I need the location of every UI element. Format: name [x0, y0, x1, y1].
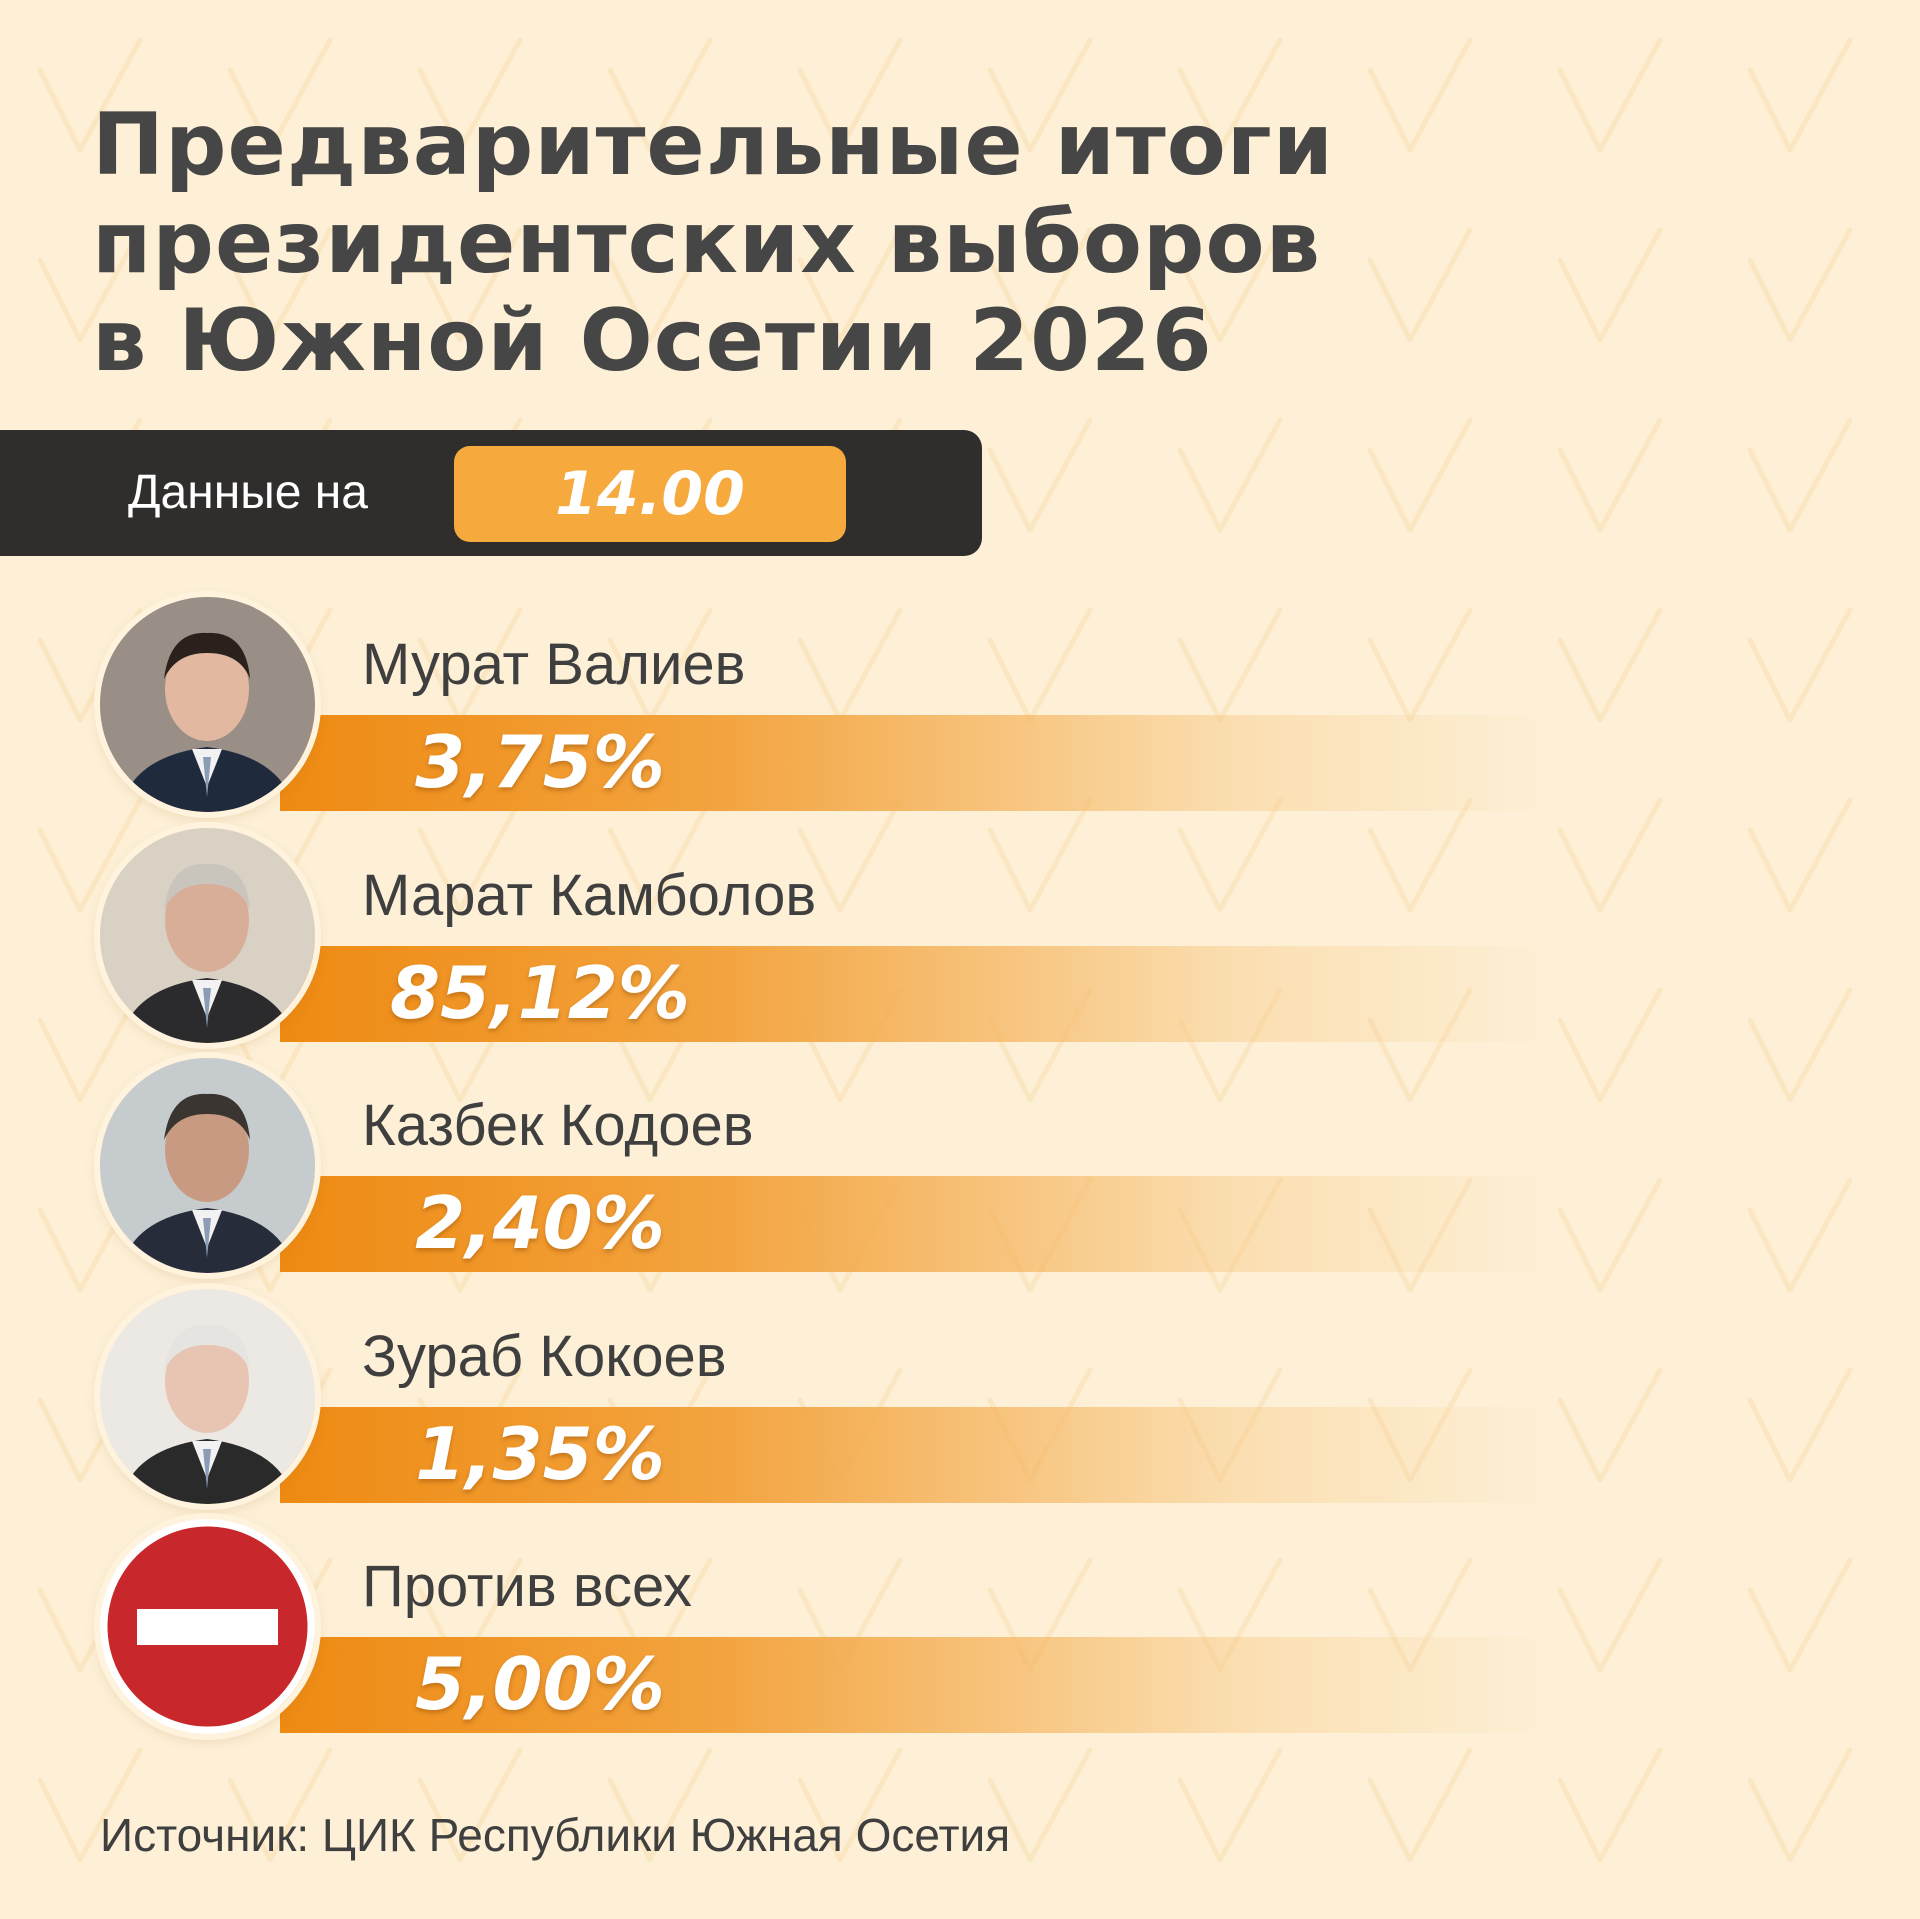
result-bar	[280, 946, 1550, 1042]
candidate-name: Казбек Кодоев	[362, 1093, 754, 1158]
result-percentage: 2,40%	[415, 1181, 665, 1265]
candidate-avatar	[100, 597, 315, 812]
data-timestamp-label: Данные на	[128, 466, 368, 519]
result-row: Зураб Кокоев 1,35%	[100, 1289, 1600, 1504]
result-row: Мурат Валиев 3,75%	[100, 597, 1600, 812]
data-timestamp-value: 14.00	[454, 446, 846, 542]
data-timestamp-bar: Данные на 14.00	[0, 430, 982, 556]
result-percentage: 3,75%	[415, 720, 665, 804]
result-bar	[280, 1637, 1550, 1733]
result-bar	[280, 715, 1550, 811]
result-row: Казбек Кодоев 2,40%	[100, 1058, 1600, 1273]
page-title: Предварительные итоги президентских выбо…	[92, 96, 1334, 390]
result-bar	[280, 1176, 1550, 1272]
candidate-name: Марат Камболов	[362, 863, 817, 928]
result-percentage: 1,35%	[415, 1412, 665, 1496]
candidate-avatar	[100, 1058, 315, 1273]
candidate-name: Зураб Кокоев	[362, 1324, 727, 1389]
candidate-name: Против всех	[362, 1554, 692, 1619]
result-percentage: 5,00%	[415, 1642, 665, 1726]
source-note: Источник: ЦИК Республики Южная Осетия	[100, 1809, 1011, 1861]
result-bar	[280, 1407, 1550, 1503]
result-row: Против всех 5,00%	[100, 1519, 1600, 1734]
result-percentage: 85,12%	[390, 951, 690, 1035]
candidate-name: Мурат Валиев	[362, 632, 746, 697]
candidate-avatar	[100, 828, 315, 1043]
candidate-avatar	[100, 1289, 315, 1504]
title-line-3: в Южной Осетии 2026	[92, 291, 1213, 391]
result-row: Марат Камболов 85,12%	[100, 828, 1600, 1043]
title-line-1: Предварительные итоги	[92, 95, 1334, 195]
title-line-2: президентских выборов	[92, 193, 1321, 293]
no-entry-icon	[100, 1519, 315, 1734]
